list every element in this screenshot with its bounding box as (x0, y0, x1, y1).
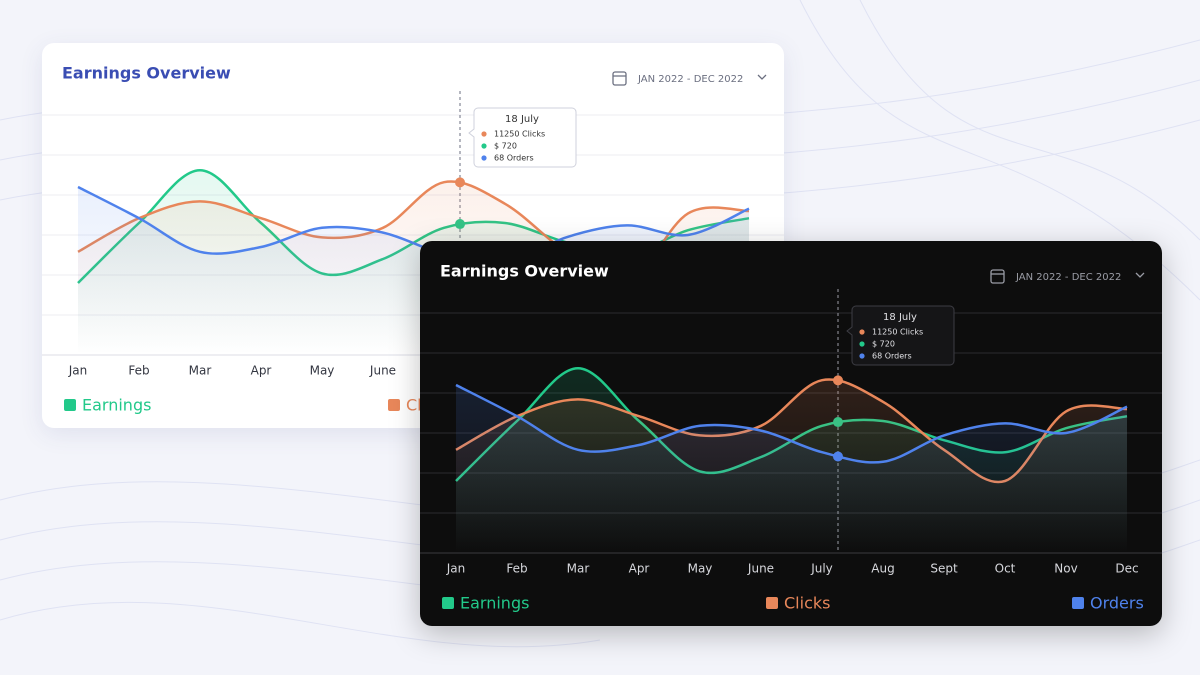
x-tick-label: Mar (567, 562, 590, 576)
dropdown-chevron (757, 74, 767, 80)
x-tick-label: Sept (930, 562, 958, 576)
tooltip-dot (859, 353, 865, 359)
series-area (456, 385, 1127, 553)
legend-label: Earnings (460, 594, 529, 613)
tooltip-item: $ 720 (494, 142, 517, 151)
x-tick-label: Dec (1115, 562, 1138, 576)
calendar-icon (612, 71, 627, 86)
chart-title: Earnings Overview (440, 262, 609, 281)
tooltip-box (468, 107, 577, 168)
chart: Earnings Overview JAN 2022 - DEC 2022 Jan F… (420, 262, 1162, 613)
calendar-icon (990, 269, 1005, 284)
date-range: JAN 2022 - DEC 2022 (1015, 272, 1121, 283)
legend-swatch (1072, 597, 1084, 609)
legend-label: Orders (1090, 594, 1144, 613)
legend-item: Clicks (766, 594, 830, 613)
tooltip-title: 18 July (505, 114, 539, 125)
tooltip-dot (481, 155, 487, 161)
x-tick-label: Oct (995, 562, 1016, 576)
x-tick-label: Apr (629, 562, 650, 576)
x-tick-label: Mar (189, 364, 212, 378)
chart-title: Earnings Overview (62, 64, 231, 83)
legend-swatch (64, 399, 76, 411)
legend-item: Earnings (442, 594, 529, 613)
x-tick-label: Feb (506, 562, 527, 576)
tooltip-item: $ 720 (872, 340, 895, 349)
x-tick-label: July (810, 562, 833, 576)
x-tick-label: June (369, 364, 396, 378)
hover-dot (833, 375, 843, 386)
x-tick-label: May (310, 364, 335, 378)
date-picker[interactable]: JAN 2022 - DEC 2022 (612, 71, 767, 86)
x-tick-label: June (747, 562, 774, 576)
date-range: JAN 2022 - DEC 2022 (637, 74, 743, 85)
tooltip-item: 11250 Clicks (494, 130, 545, 139)
legend-swatch (388, 399, 400, 411)
tooltip-item: 68 Orders (494, 154, 534, 163)
dropdown-chevron (1135, 272, 1145, 278)
tooltip: 18 July 11250 Clicks $ 720 68 Orders (468, 107, 577, 168)
tooltip-dot (859, 329, 865, 335)
tooltip-box (846, 305, 955, 366)
series-line (455, 383, 1128, 464)
tooltip: 18 July 11250 Clicks $ 720 68 Orders (846, 305, 955, 366)
x-tick-label: Jan (446, 562, 466, 576)
date-picker[interactable]: JAN 2022 - DEC 2022 (990, 269, 1145, 284)
x-tick-label: Feb (128, 364, 149, 378)
x-tick-label: Apr (251, 364, 272, 378)
x-tick-label: Nov (1054, 562, 1077, 576)
legend-item: Orders (1072, 594, 1144, 613)
tooltip-dot (859, 341, 865, 347)
tooltip-item: 11250 Clicks (872, 328, 923, 337)
tooltip-dot (481, 143, 487, 149)
hover-dot (455, 177, 465, 188)
x-tick-label: May (688, 562, 713, 576)
tooltip-dot (481, 131, 487, 137)
tooltip-title: 18 July (883, 312, 917, 323)
x-tick-label: Aug (871, 562, 894, 576)
legend-swatch (442, 597, 454, 609)
dark-card: Earnings Overview JAN 2022 - DEC 2022 Jan F… (420, 241, 1162, 626)
x-tick-label: Jan (68, 364, 88, 378)
hover-dot (833, 451, 843, 462)
legend-swatch (766, 597, 778, 609)
tooltip-item: 68 Orders (872, 352, 912, 361)
legend-label: Clicks (784, 594, 830, 613)
legend-item: Earnings (64, 396, 151, 415)
legend-label: Earnings (82, 396, 151, 415)
series-line (77, 185, 750, 266)
